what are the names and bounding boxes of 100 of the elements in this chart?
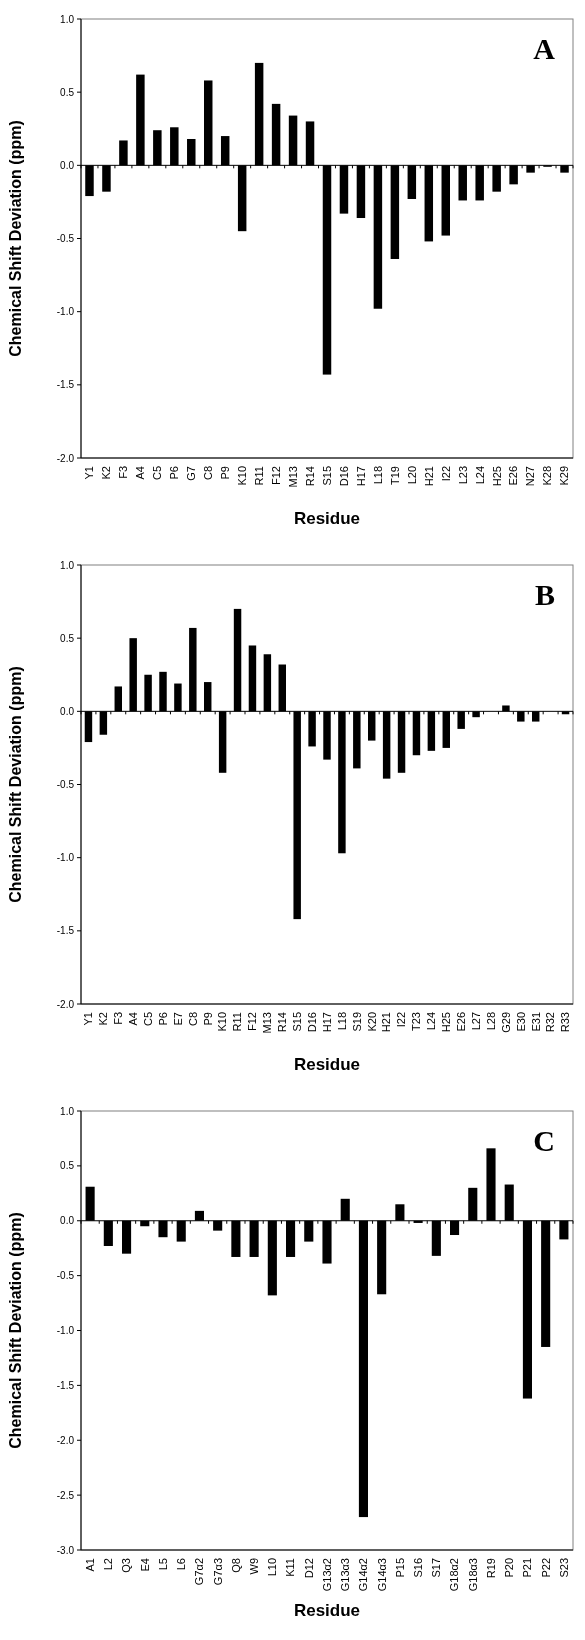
y-tick-label: 0.0 bbox=[60, 159, 75, 171]
x-tick-label: R11 bbox=[252, 466, 265, 486]
x-tick-label: S15 bbox=[291, 1012, 304, 1032]
x-tick-label: S16 bbox=[411, 1558, 424, 1578]
x-tick-label: K20 bbox=[365, 1012, 378, 1032]
x-tick-label: R32 bbox=[544, 1012, 557, 1033]
x-tick-label: K28 bbox=[541, 466, 554, 486]
y-tick-label: -1.5 bbox=[56, 1379, 75, 1391]
x-tick-label: H25 bbox=[490, 466, 503, 487]
x-tick-label: E31 bbox=[529, 1012, 542, 1032]
x-tick-label: L27 bbox=[469, 1012, 482, 1031]
annotation: C bbox=[533, 1124, 555, 1157]
x-tick-label: R14 bbox=[303, 466, 316, 487]
x-tick-label: P22 bbox=[539, 1558, 552, 1578]
x-tick-label: H21 bbox=[422, 466, 435, 487]
x-tick-label: L28 bbox=[484, 1012, 497, 1031]
y-tick-label: -3.0 bbox=[56, 1544, 75, 1556]
x-tick-label: L10 bbox=[266, 1558, 279, 1577]
x-tick-label: L2 bbox=[102, 1558, 115, 1571]
y-tick-label: 0.5 bbox=[60, 632, 75, 644]
x-tick-label: W9 bbox=[247, 1558, 260, 1575]
y-tick-label: 0.0 bbox=[60, 705, 75, 717]
x-tick-label: Q3 bbox=[120, 1558, 133, 1573]
x-tick-label: A4 bbox=[127, 1012, 140, 1026]
x-tick-label: G7α3 bbox=[211, 1558, 224, 1586]
x-tick-label: K2 bbox=[97, 1012, 110, 1026]
x-tick-label: N27 bbox=[524, 466, 537, 487]
x-tick-label: F12 bbox=[246, 1012, 259, 1031]
x-tick-label: L5 bbox=[156, 1558, 169, 1571]
x-tick-label: R11 bbox=[231, 1012, 244, 1032]
x-tick-label: Y1 bbox=[82, 1012, 95, 1026]
y-tick-label: -0.5 bbox=[56, 779, 75, 790]
x-tick-label: G13α3 bbox=[339, 1558, 352, 1592]
x-tick-label: D16 bbox=[337, 466, 350, 487]
x-tick-label: I22 bbox=[395, 1012, 408, 1028]
y-tick-label: -0.5 bbox=[56, 233, 75, 244]
x-tick-label: K10 bbox=[236, 466, 249, 486]
x-tick-label: H25 bbox=[440, 1012, 453, 1033]
x-tick-label: R33 bbox=[559, 1012, 572, 1033]
x-tick-label: A1 bbox=[83, 1558, 96, 1572]
y-tick-label: 1.0 bbox=[60, 559, 75, 571]
x-tick-label: C5 bbox=[151, 466, 164, 481]
y-tick-label: -2.0 bbox=[56, 998, 75, 1010]
x-tick-label: S23 bbox=[557, 1558, 570, 1578]
annotation: A bbox=[533, 32, 556, 65]
x-tick-label: F12 bbox=[269, 466, 282, 485]
y-tick-label: 1.0 bbox=[60, 13, 75, 25]
x-tick-label: A4 bbox=[134, 466, 147, 480]
x-tick-label: M13 bbox=[261, 1012, 274, 1034]
x-tick-label: H17 bbox=[354, 466, 367, 487]
x-tick-label: G13α2 bbox=[320, 1558, 333, 1592]
x-tick-label: L23 bbox=[456, 466, 469, 485]
x-tick-label: F3 bbox=[117, 466, 130, 479]
x-tick-label: D12 bbox=[302, 1558, 315, 1579]
x-tick-label: E30 bbox=[514, 1012, 527, 1032]
x-tick-label: L20 bbox=[405, 466, 418, 485]
x-tick-label: E4 bbox=[138, 1558, 151, 1572]
x-tick-label: F3 bbox=[112, 1012, 125, 1025]
x-tick-label: C5 bbox=[141, 1012, 154, 1027]
x-tick-label: K2 bbox=[100, 466, 113, 480]
x-tick-label: G14α3 bbox=[375, 1558, 388, 1592]
x-tick-label: L18 bbox=[335, 1012, 348, 1031]
x-tick-label: P6 bbox=[156, 1012, 169, 1026]
x-tick-label: H21 bbox=[380, 1012, 393, 1033]
x-tick-label: C8 bbox=[186, 1012, 199, 1027]
x-tick-label: L6 bbox=[175, 1558, 188, 1571]
x-tick-label: H17 bbox=[320, 1012, 333, 1033]
x-tick-label: L24 bbox=[473, 466, 486, 485]
x-tick-label: K29 bbox=[558, 466, 571, 486]
x-tick-label: G18α3 bbox=[466, 1558, 479, 1592]
x-tick-label: E26 bbox=[507, 466, 520, 486]
y-tick-label: -2.0 bbox=[56, 452, 75, 464]
x-tick-label: G7α2 bbox=[193, 1558, 206, 1586]
x-tick-label: R19 bbox=[484, 1558, 497, 1579]
x-tick-label: T23 bbox=[410, 1012, 423, 1031]
x-tick-label: G18α2 bbox=[448, 1558, 461, 1592]
y-tick-label: -1.0 bbox=[56, 852, 75, 864]
x-tick-label: D16 bbox=[305, 1012, 318, 1033]
x-tick-label: L24 bbox=[425, 1012, 438, 1031]
x-tick-label: C8 bbox=[202, 466, 215, 481]
x-tick-label: K11 bbox=[284, 1558, 297, 1577]
x-tick-label: E7 bbox=[171, 1012, 184, 1026]
x-tick-label: P21 bbox=[521, 1558, 534, 1578]
y-tick-label: -2.5 bbox=[56, 1489, 75, 1501]
x-tick-label: Y1 bbox=[83, 466, 96, 480]
x-tick-label: G14α2 bbox=[357, 1558, 370, 1592]
x-tick-label: K10 bbox=[216, 1012, 229, 1032]
y-tick-label: -0.5 bbox=[56, 1270, 75, 1282]
x-tick-label: L18 bbox=[371, 466, 384, 485]
x-tick-label: P9 bbox=[219, 466, 232, 480]
x-tick-label: S15 bbox=[320, 466, 333, 486]
x-tick-label: P6 bbox=[168, 466, 181, 480]
x-tick-label: P9 bbox=[201, 1012, 214, 1026]
y-tick-label: -1.5 bbox=[56, 925, 75, 937]
y-tick-label: 0.0 bbox=[60, 1215, 75, 1227]
y-axis-title: Chemical Shift Deviation (ppm) bbox=[7, 120, 24, 357]
y-tick-label: -2.0 bbox=[56, 1434, 75, 1446]
y-tick-label: 0.5 bbox=[60, 86, 75, 98]
x-axis-title: Residue bbox=[293, 509, 361, 528]
y-axis-title: Chemical Shift Deviation (ppm) bbox=[7, 1212, 24, 1449]
